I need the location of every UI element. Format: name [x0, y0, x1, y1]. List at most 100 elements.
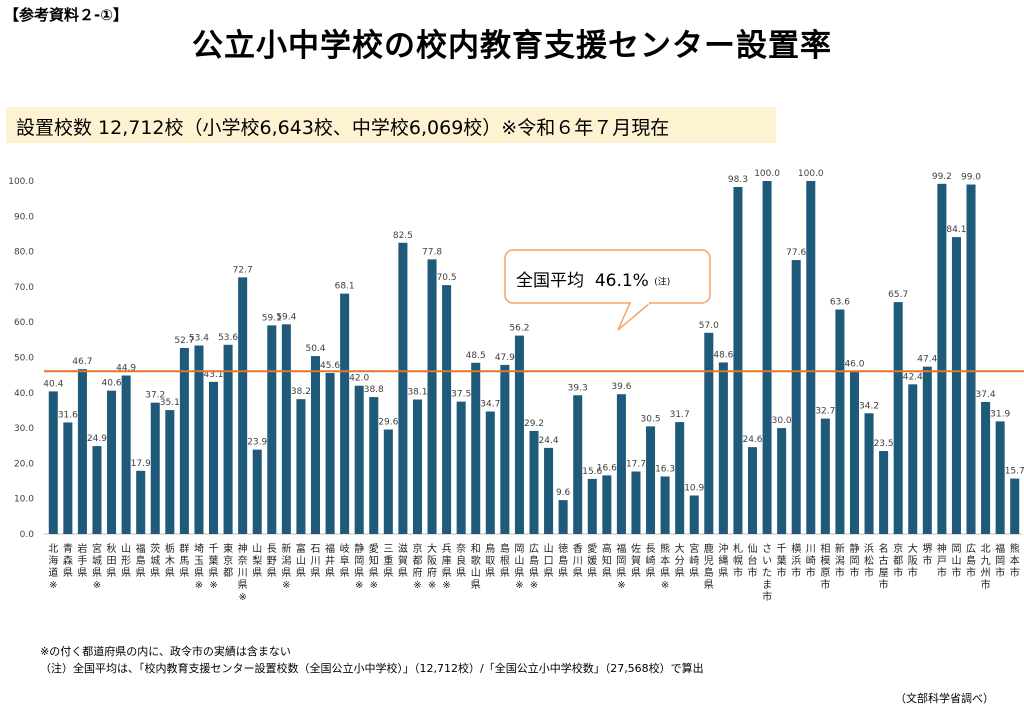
x-tick-label: 愛媛県	[587, 542, 597, 579]
x-tick-char: 東	[223, 542, 233, 555]
y-tick-label: 70.0	[14, 283, 34, 293]
x-tick-char: 県	[92, 567, 102, 579]
y-tick-label: 0.0	[20, 530, 35, 540]
bar	[922, 366, 932, 534]
x-tick-char: 都	[412, 555, 422, 567]
x-tick-char: 浜	[864, 543, 874, 555]
x-tick-label: 岐阜県	[340, 542, 350, 579]
bar	[267, 325, 277, 534]
x-tick-char: 府	[412, 566, 422, 579]
x-tick-label: 山形県	[121, 543, 131, 579]
x-tick-char: 京	[893, 542, 903, 555]
x-tick-char: 市	[966, 566, 976, 579]
asterisk-mark: ※	[661, 580, 669, 591]
data-label: 99.0	[961, 173, 981, 183]
x-tick-char: 知	[602, 554, 612, 567]
bar	[92, 446, 102, 534]
x-tick-label: 鳥取県	[485, 542, 495, 579]
x-tick-char: 県	[631, 567, 641, 579]
data-label: 52.7	[174, 336, 194, 346]
data-label: 39.6	[611, 382, 631, 392]
x-tick-char: 県	[310, 567, 320, 579]
bar	[398, 242, 408, 534]
bar	[747, 447, 758, 534]
bar	[981, 401, 991, 534]
x-tick-char: 道	[48, 566, 58, 579]
data-label: 42.0	[349, 374, 369, 384]
x-tick-char: 奈	[238, 554, 248, 567]
x-tick-label: 福岡市	[995, 542, 1005, 579]
x-tick-char: 市	[937, 566, 947, 579]
data-label: 29.2	[524, 419, 544, 429]
data-label: 15.7	[1005, 467, 1024, 477]
x-tick-char: 府	[427, 566, 437, 579]
bar	[616, 394, 626, 534]
x-tick-char: 静	[849, 542, 859, 555]
x-tick-char: 県	[281, 567, 291, 579]
bar	[150, 402, 160, 534]
x-axis-labels: 北海道※青森県岩手県宮城県※秋田県山形県福島県茨城県栃木県群馬県埼玉県※千葉県※…	[48, 542, 1019, 603]
x-tick-char: 熊	[660, 542, 670, 555]
x-tick-char: 県	[442, 567, 452, 579]
bar	[238, 277, 248, 534]
bar	[383, 429, 393, 534]
x-tick-char: さ	[762, 543, 772, 555]
x-tick-char: 潟	[835, 554, 845, 567]
y-tick-label: 50.0	[14, 354, 34, 364]
bar	[369, 397, 379, 534]
data-label: 17.7	[626, 460, 646, 470]
x-tick-char: 媛	[587, 554, 597, 567]
x-tick-char: 横	[791, 542, 801, 555]
x-tick-label: 浜松市	[864, 543, 874, 579]
x-tick-char: 川	[573, 556, 583, 567]
x-tick-label: 札幌市	[733, 542, 743, 579]
x-tick-char: 市	[849, 566, 859, 579]
x-tick-label: 山梨県	[252, 543, 262, 579]
bar	[631, 471, 641, 534]
asterisk-note: ※の付く都道府県の内に、政令市の実績は含まない	[40, 645, 291, 658]
data-label: 46.0	[844, 360, 864, 370]
x-tick-char: 賀	[398, 555, 408, 567]
bar	[471, 362, 481, 534]
x-tick-label: 大阪府※	[427, 542, 437, 591]
x-tick-char: 島	[558, 554, 568, 567]
bar	[412, 399, 422, 534]
data-label: 30.5	[641, 414, 661, 424]
x-tick-char: 良	[456, 554, 466, 567]
x-tick-char: 埼	[194, 542, 204, 555]
data-label: 40.4	[43, 379, 63, 389]
x-tick-char: 市	[762, 590, 772, 603]
x-tick-char: 県	[500, 567, 510, 579]
x-tick-char: 口	[544, 556, 554, 567]
x-tick-char: 山	[544, 543, 554, 555]
bar	[281, 324, 291, 534]
x-tick-char: 模	[820, 555, 830, 567]
data-label: 98.3	[728, 175, 748, 185]
bar	[325, 373, 335, 534]
data-label: 30.0	[772, 416, 792, 426]
summary-banner: 設置校数 12,712校（小学校6,643校、中学校6,069校）※令和６年７月…	[6, 107, 776, 143]
bar	[194, 345, 204, 534]
x-tick-char: 県	[616, 567, 626, 579]
x-tick-char: 市	[733, 566, 743, 579]
x-tick-char: 市	[864, 566, 874, 579]
x-tick-char: 崎	[646, 554, 656, 567]
y-tick-label: 60.0	[14, 318, 34, 328]
x-tick-char: 歌	[471, 554, 481, 567]
x-tick-char: 山	[121, 543, 131, 555]
bar	[995, 421, 1005, 534]
x-tick-char: 市	[922, 554, 932, 567]
y-tick-label: 90.0	[14, 212, 34, 222]
x-tick-char: 市	[981, 578, 991, 591]
x-tick-char: 三	[383, 544, 393, 555]
x-tick-label: 福島県	[136, 542, 146, 579]
x-tick-char: 山	[514, 555, 524, 567]
x-tick-char: 岐	[340, 542, 350, 555]
x-tick-char: 崎	[806, 554, 816, 567]
bar	[107, 390, 117, 534]
x-tick-char: 県	[121, 567, 131, 579]
x-tick-char: 県	[369, 567, 379, 579]
x-tick-char: 愛	[587, 542, 597, 555]
